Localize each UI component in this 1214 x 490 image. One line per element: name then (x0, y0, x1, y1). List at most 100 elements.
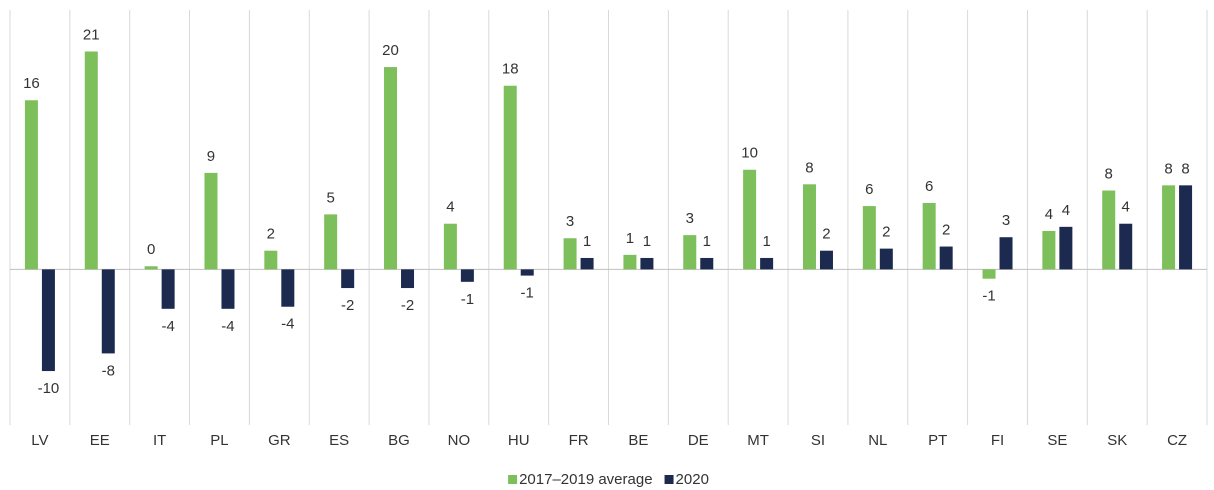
x-tick-label: ES (329, 432, 349, 449)
data-label: 1 (762, 233, 770, 250)
bar (324, 214, 338, 270)
data-label: 6 (925, 178, 933, 195)
data-label: -2 (341, 297, 354, 314)
bar (84, 51, 98, 270)
x-tick-label: MT (747, 432, 769, 449)
bar (1059, 226, 1073, 270)
bar (640, 257, 654, 270)
x-tick-label: SI (811, 432, 825, 449)
x-tick-label: DE (688, 432, 709, 449)
bar (939, 246, 953, 270)
data-label: 9 (207, 148, 215, 165)
bar (1179, 185, 1193, 270)
data-label: 1 (643, 233, 651, 250)
x-tick-label: IT (153, 432, 166, 449)
bar (1042, 230, 1056, 270)
bar (401, 269, 415, 289)
legend-label: 2017–2019 average (519, 471, 652, 488)
data-label: 0 (147, 241, 155, 258)
bar (264, 250, 278, 270)
x-tick-label: SE (1047, 432, 1067, 449)
data-label: 4 (446, 199, 454, 216)
data-label: 8 (1105, 165, 1113, 182)
legend-swatch (508, 475, 518, 484)
bar (683, 235, 697, 270)
data-label: 1 (703, 233, 711, 250)
data-label: -4 (281, 316, 294, 333)
x-tick-label: HU (508, 432, 530, 449)
data-label: 2 (882, 224, 890, 241)
bar (580, 257, 594, 270)
bar (101, 269, 115, 354)
bar (204, 172, 218, 270)
data-label: 8 (1181, 160, 1189, 177)
bar (161, 269, 175, 309)
x-tick-label: FR (569, 432, 589, 449)
data-label: 8 (1164, 160, 1172, 177)
data-label: 3 (1002, 212, 1010, 229)
x-tick-label: PL (210, 432, 228, 449)
data-label: 4 (1062, 202, 1070, 219)
x-tick-label: FI (991, 432, 1004, 449)
legend-swatch (664, 475, 674, 484)
data-label: 5 (327, 189, 335, 206)
data-label: -1 (521, 285, 534, 302)
data-label: 6 (865, 181, 873, 198)
bar (1119, 223, 1133, 270)
data-label: 10 (741, 145, 758, 162)
x-tick-label: EE (90, 432, 110, 449)
data-label: -2 (401, 297, 414, 314)
x-tick-label: GR (268, 432, 291, 449)
data-label: -8 (102, 362, 115, 379)
bar (802, 184, 816, 270)
x-tick-label: BG (388, 432, 410, 449)
data-label: 4 (1122, 199, 1130, 216)
bar (520, 269, 534, 276)
x-tick-label: PT (928, 432, 947, 449)
bar (760, 257, 774, 270)
bar (24, 100, 38, 270)
x-tick-label: LV (31, 432, 48, 449)
bar (460, 269, 474, 282)
bar (281, 269, 295, 307)
bar (41, 269, 55, 372)
bar (999, 237, 1013, 270)
data-label: 16 (23, 75, 40, 92)
x-tick-label: NO (448, 432, 471, 449)
data-label: 20 (382, 42, 399, 59)
data-label: 4 (1045, 206, 1053, 223)
bar (743, 169, 757, 270)
bar (1162, 185, 1176, 270)
data-label: 2 (942, 222, 950, 239)
data-label: -1 (461, 291, 474, 308)
data-label: 3 (566, 213, 574, 230)
bar (443, 223, 457, 270)
bar (623, 254, 637, 270)
bar (144, 266, 158, 270)
data-label: 3 (686, 210, 694, 227)
legend: 2017–2019 average 2020 (508, 471, 709, 488)
x-tick-label: SK (1107, 432, 1127, 449)
bar (922, 202, 936, 270)
data-label: -1 (982, 288, 995, 305)
bar (384, 67, 398, 270)
bar (700, 257, 714, 270)
legend-label: 2020 (676, 471, 709, 488)
bar (563, 238, 577, 270)
bar (982, 269, 996, 279)
bar (862, 206, 876, 270)
x-tick-label: NL (868, 432, 887, 449)
bar (1102, 190, 1116, 270)
bar (819, 250, 833, 270)
x-tick-label: BE (628, 432, 648, 449)
data-label: 1 (626, 230, 634, 247)
data-label: 8 (805, 159, 813, 176)
bar (341, 269, 355, 289)
data-label: 21 (83, 26, 100, 43)
data-label: -10 (38, 380, 60, 397)
bar (503, 85, 517, 270)
data-label: -4 (161, 318, 174, 335)
data-label: 1 (583, 233, 591, 250)
data-label: -4 (221, 318, 234, 335)
